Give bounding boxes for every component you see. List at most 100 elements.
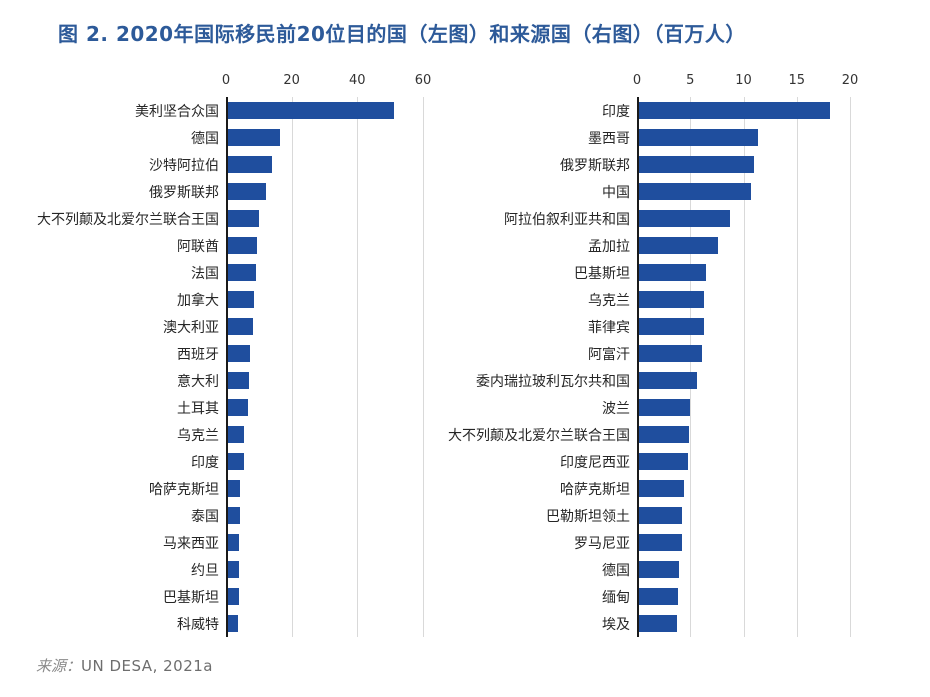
category-label: 西班牙: [177, 346, 219, 363]
plot-right: 印度 墨西哥 俄罗斯联邦 中国 阿拉伯叙利亚共和国 孟加拉 巴基斯坦 乌克兰 菲律宾 阿富汗 委内瑞…: [443, 97, 865, 637]
bar-row: [639, 313, 863, 340]
bar-row: [639, 502, 863, 529]
bar: [228, 318, 254, 335]
category-label: 埃及: [602, 616, 630, 633]
category-label: 乌克兰: [588, 292, 630, 309]
bar: [639, 534, 682, 551]
x-axis-tick-label: 20: [283, 73, 300, 88]
bar: [639, 561, 680, 578]
bar: [639, 102, 830, 119]
bar: [639, 237, 718, 254]
bar-row: [228, 367, 441, 394]
bar: [228, 237, 257, 254]
category-label: 德国: [191, 130, 219, 147]
bar-row: [228, 394, 441, 421]
x-axis-tick-label: 20: [841, 73, 859, 88]
category-label: 菲律宾: [588, 319, 630, 336]
axis-spacer: [30, 73, 226, 97]
bar: [228, 588, 239, 605]
bar: [639, 507, 682, 524]
category-label: 印度尼西亚: [560, 454, 630, 471]
bar-row: [228, 583, 441, 610]
category-label: 缅甸: [602, 589, 630, 606]
bar: [639, 453, 688, 470]
category-label: 美利坚合众国: [135, 103, 219, 120]
x-axis-tick-label: 60: [414, 73, 432, 88]
category-label: 阿联酋: [177, 238, 219, 255]
bar: [228, 507, 240, 524]
bar: [228, 129, 280, 146]
bar: [228, 399, 248, 416]
charts-row: 0 20 40 60 美利坚合众国 德国 沙特阿拉伯 俄罗斯联邦 大不列颠及北爱尔兰联合王国阿…: [30, 73, 930, 637]
plot-left: 美利坚合众国 德国 沙特阿拉伯 俄罗斯联邦 大不列颠及北爱尔兰联合王国 阿联酋 法国 加拿大澳…: [30, 97, 443, 637]
bar-row: [639, 151, 863, 178]
category-label: 大不列颠及北爱尔兰联合王国: [448, 427, 630, 444]
bar-row: [228, 448, 441, 475]
bar: [639, 588, 679, 605]
bar: [639, 183, 751, 200]
category-label: 马来西亚: [163, 535, 219, 552]
bar-row: [639, 556, 863, 583]
bar-row: [639, 610, 863, 637]
category-label: 大不列颠及北爱尔兰联合王国: [37, 211, 219, 228]
source-citation: UN DESA, 2021a: [81, 657, 213, 675]
bar: [228, 264, 256, 281]
category-label: 中国: [602, 184, 630, 201]
bar-row: [639, 448, 863, 475]
x-axis-tick-label: 15: [788, 73, 806, 88]
category-label: 约旦: [191, 562, 219, 579]
bar: [228, 534, 240, 551]
source-note: 来源：UN DESA, 2021a: [36, 655, 213, 676]
bar-row: [228, 475, 441, 502]
bar: [639, 480, 684, 497]
bar: [639, 372, 697, 389]
bar-row: [228, 151, 441, 178]
category-label: 巴勒斯坦领土: [546, 508, 630, 525]
bar-row: [228, 124, 441, 151]
bar: [228, 291, 255, 308]
bar: [639, 399, 691, 416]
bar: [228, 561, 240, 578]
bar-row: [639, 367, 863, 394]
category-label: 法国: [191, 265, 219, 282]
bar: [639, 291, 704, 308]
gridline: [357, 97, 359, 637]
bar-row: [228, 205, 441, 232]
bar: [639, 129, 759, 146]
category-labels-left: 美利坚合众国 德国 沙特阿拉伯 俄罗斯联邦 大不列颠及北爱尔兰联合王国 阿联酋 法国 加拿大澳…: [30, 97, 226, 637]
bar-row: [639, 475, 863, 502]
category-label: 土耳其: [177, 400, 219, 417]
bar: [228, 183, 267, 200]
bar: [228, 102, 395, 119]
x-axis-tick-label: 10: [735, 73, 752, 88]
bar-row: [639, 178, 863, 205]
bar-row: [228, 610, 441, 637]
category-labels-right: 印度 墨西哥 俄罗斯联邦 中国 阿拉伯叙利亚共和国 孟加拉 巴基斯坦 乌克兰 菲律宾 阿富汗 委内瑞…: [443, 97, 637, 637]
bar-row: [228, 556, 441, 583]
bar-row: [639, 124, 863, 151]
category-label: 乌克兰: [177, 427, 219, 444]
bar: [639, 156, 755, 173]
gridline: [422, 97, 424, 637]
gridline: [743, 97, 745, 637]
category-label: 科威特: [177, 616, 219, 633]
category-label: 巴基斯坦: [163, 589, 219, 606]
bar: [639, 210, 730, 227]
category-label: 德国: [602, 562, 630, 579]
x-axis-tick-label: 0: [632, 73, 642, 88]
origin-countries-chart: 0 5 10 15 20 印度 墨西哥 俄罗斯联邦 中国 阿拉伯叙利亚共和国 孟加拉 巴基斯坦 乌克兰…: [443, 73, 865, 637]
bar: [639, 426, 690, 443]
category-label: 孟加拉: [588, 238, 630, 255]
bars-area-right: [637, 97, 863, 637]
bar-row: [639, 232, 863, 259]
category-label: 阿富汗: [588, 346, 630, 363]
bar-row: [228, 232, 441, 259]
bar: [639, 345, 702, 362]
bar-row: [639, 259, 863, 286]
x-axis-left: 0 20 40 60: [30, 73, 443, 97]
x-axis-ticks-left: 0 20 40 60: [222, 73, 443, 97]
destination-countries-chart: 0 20 40 60 美利坚合众国 德国 沙特阿拉伯 俄罗斯联邦 大不列颠及北爱尔兰联合王国阿…: [30, 73, 443, 637]
category-label: 俄罗斯联邦: [560, 157, 630, 174]
bar-row: [228, 421, 441, 448]
